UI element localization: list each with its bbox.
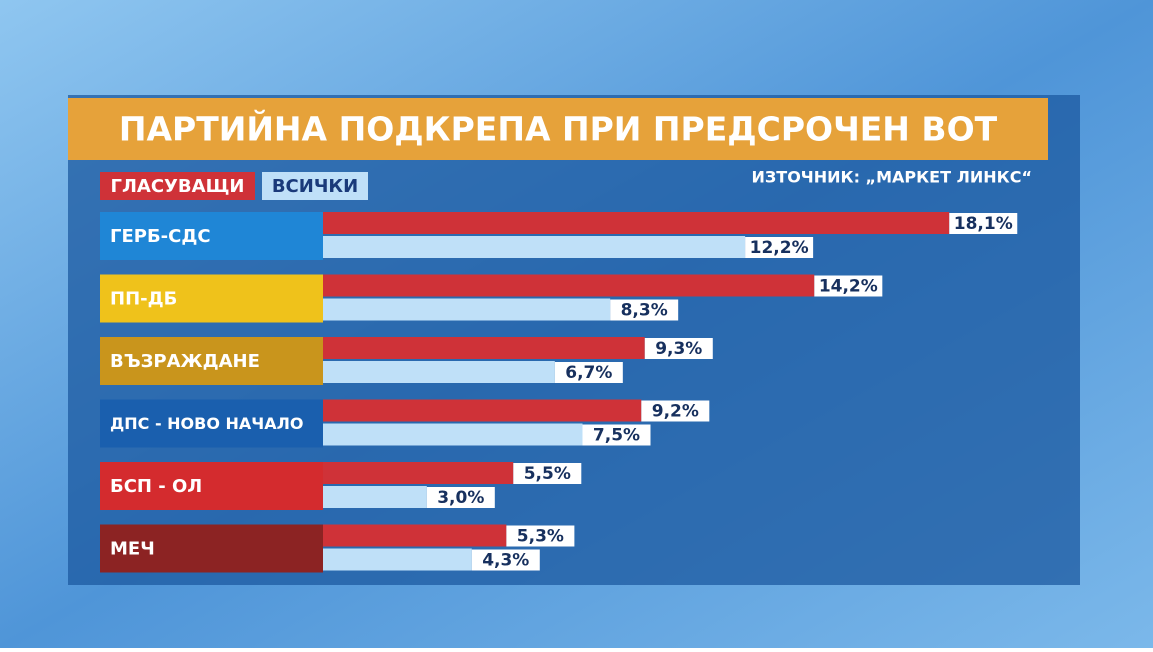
value-label: 4,3% [482, 551, 529, 571]
value-label: 14,2% [819, 277, 878, 297]
bar [323, 399, 642, 422]
legend-swatch [100, 172, 255, 200]
value-label: 5,3% [517, 527, 564, 547]
value-label-box [641, 400, 710, 422]
category-box [100, 212, 323, 260]
bar [323, 298, 611, 321]
source: ИЗТОЧНИК: „МАРКЕТ ЛИНКС“ [752, 168, 1032, 187]
value-label: 18,1% [954, 214, 1013, 234]
value-label: 8,3% [621, 301, 668, 321]
category-box [100, 399, 323, 448]
value-label: 5,5% [524, 464, 571, 484]
value-label: 3,0% [437, 488, 484, 508]
category-label: ВЪЗРАЖДАНЕ [110, 351, 260, 372]
value-label-box [426, 487, 495, 508]
bar [323, 337, 645, 359]
category-label: ДПС - НОВО НАЧАЛО [110, 414, 304, 433]
value-label: 7,5% [593, 426, 640, 446]
category-label: МЕЧ [110, 539, 155, 560]
bar [323, 524, 507, 547]
value-label: 9,2% [652, 402, 699, 422]
value-label: 9,3% [655, 339, 702, 359]
legend-swatch [262, 172, 368, 200]
bar [323, 212, 950, 234]
category-box [100, 337, 323, 385]
bar [323, 361, 555, 383]
value-label-box [506, 525, 575, 547]
title-bar [68, 98, 1048, 160]
value-label-box [814, 275, 883, 297]
bar [323, 423, 583, 446]
value-label: 6,7% [565, 363, 612, 383]
bar [323, 274, 815, 297]
value-label-box [644, 338, 713, 359]
bar [323, 462, 514, 484]
value-label: 12,2% [750, 238, 809, 258]
value-label-box [471, 549, 540, 571]
category-label: ПП-ДБ [110, 289, 177, 310]
bar [323, 236, 746, 258]
value-label-box [949, 213, 1018, 234]
bar [323, 486, 427, 508]
value-label-box [513, 463, 582, 484]
category-box [100, 274, 323, 323]
legend-label: ГЛАСУВАЩИ [110, 176, 244, 197]
category-label: БСП - ОЛ [110, 476, 202, 497]
legend-label: ВСИЧКИ [272, 176, 358, 197]
value-label-box [554, 362, 623, 383]
category-box [100, 462, 323, 510]
category-label: ГЕРБ-СДС [110, 226, 211, 247]
value-label-box [745, 237, 814, 258]
value-label-box [582, 424, 651, 446]
chart-title: ПАРТИЙНА ПОДКРЕПА ПРИ ПРЕДСРОЧЕН ВОТ [119, 109, 998, 149]
category-box [100, 524, 323, 573]
bar [323, 548, 472, 571]
value-label-box [610, 299, 679, 321]
